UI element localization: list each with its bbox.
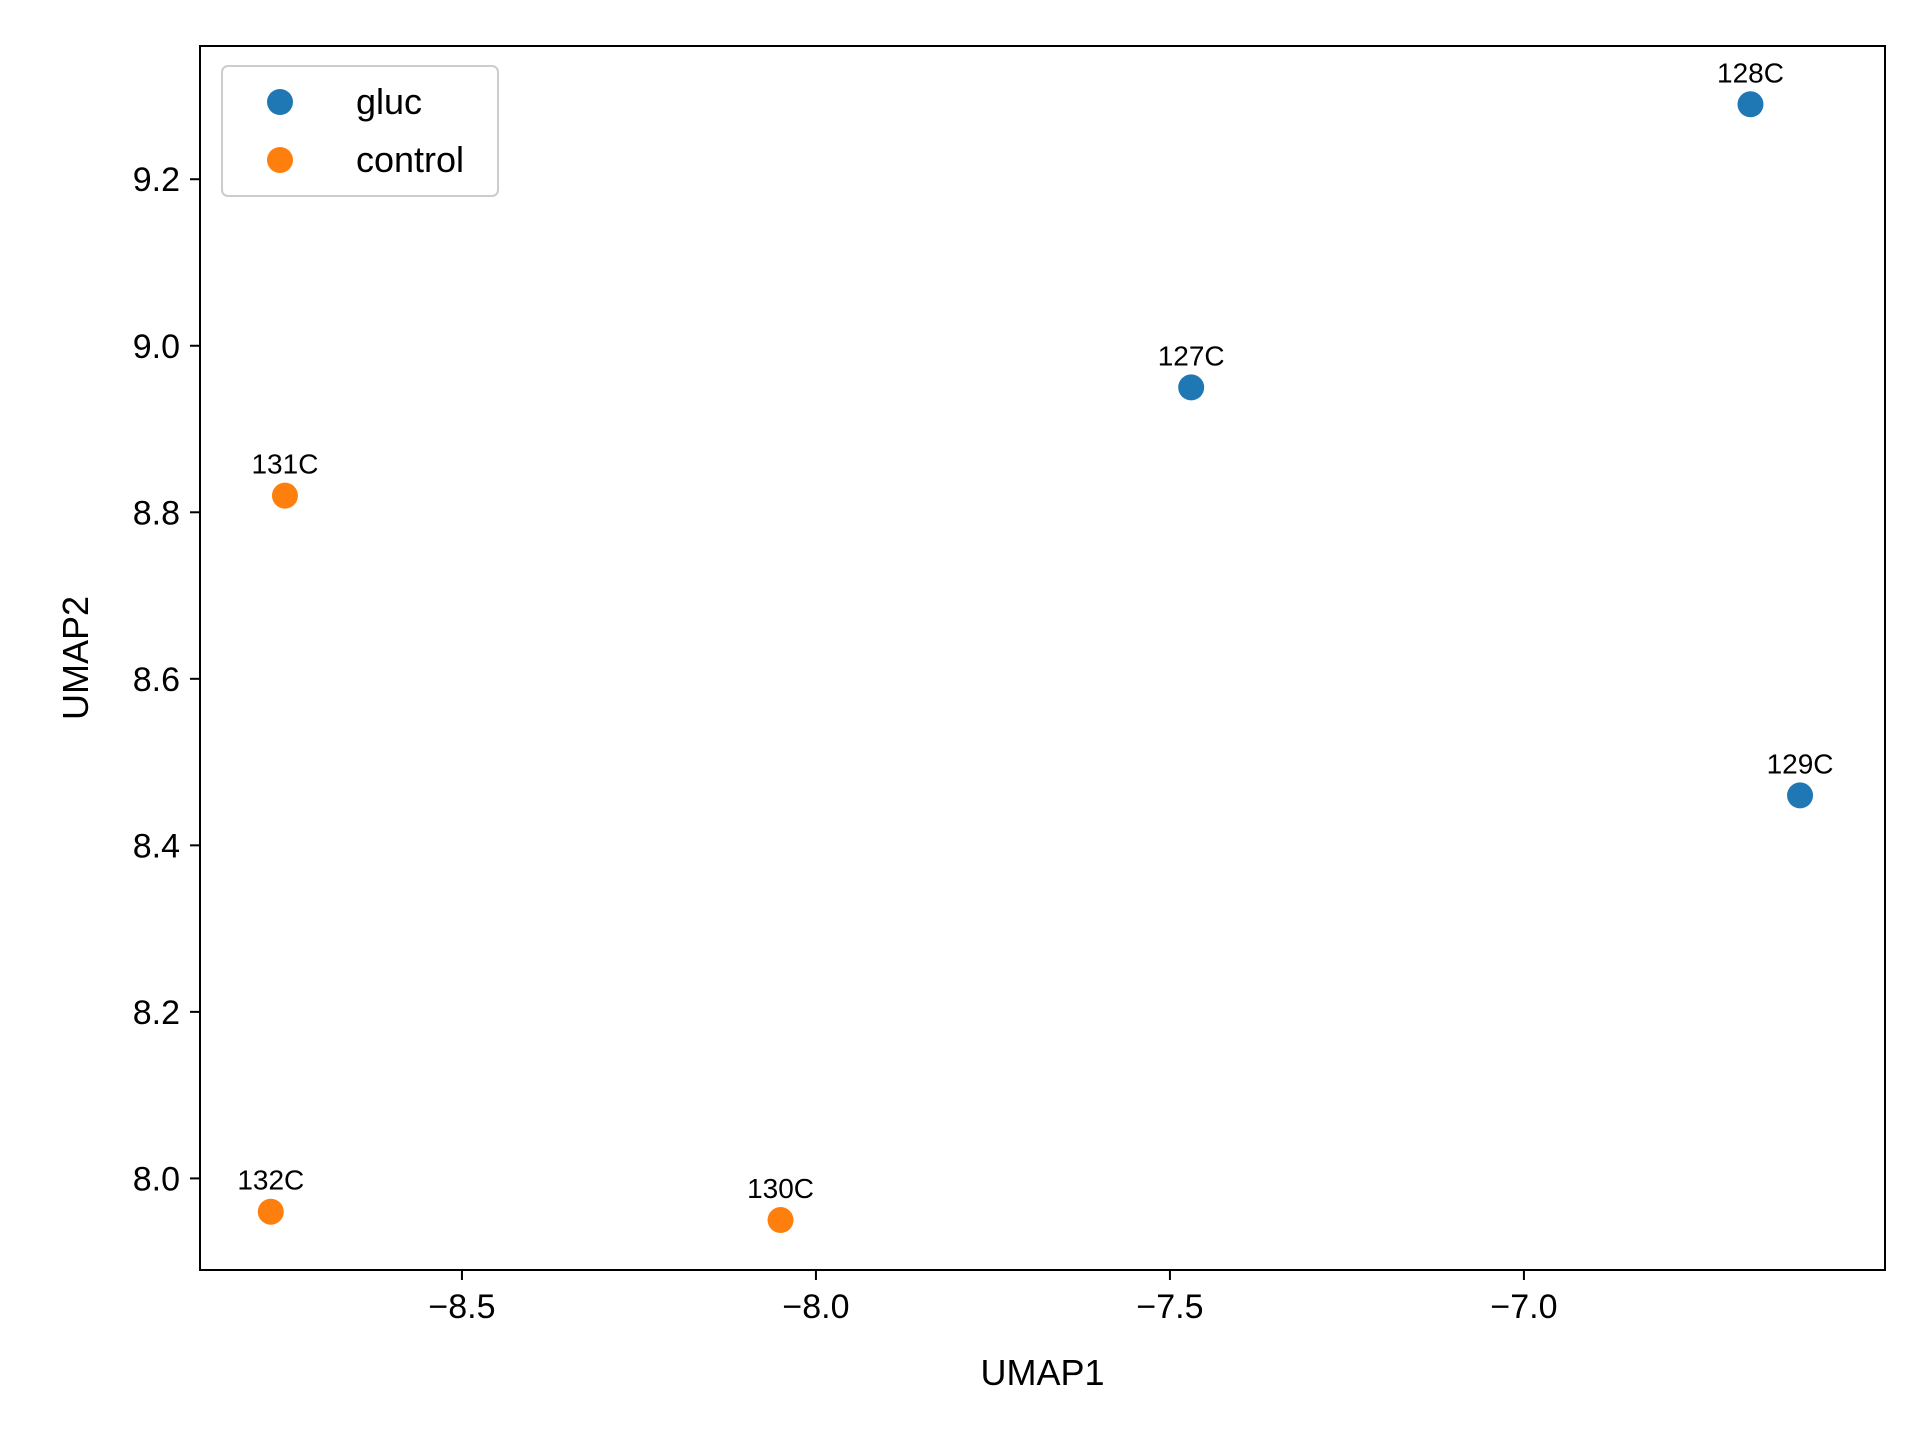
legend: gluc control xyxy=(221,65,499,197)
y-tick-label: 9.2 xyxy=(133,161,180,199)
x-tick-label: −7.5 xyxy=(1136,1288,1203,1326)
y-tick-label: 8.2 xyxy=(133,994,180,1032)
data-point-127C xyxy=(1178,374,1205,401)
plot-area-frame xyxy=(199,45,1886,1271)
x-axis-label: UMAP1 xyxy=(980,1352,1104,1393)
y-tick-label: 8.8 xyxy=(133,494,180,532)
data-point-132C xyxy=(257,1198,284,1225)
data-points: 127C 128C 129C 130C 131C 132C xyxy=(237,57,1834,1234)
x-axis: −8.5 −8.0 −7.5 −7.0 xyxy=(428,1270,1557,1326)
y-tick-label: 8.6 xyxy=(133,661,180,699)
x-tick-label: −8.0 xyxy=(782,1288,849,1326)
y-axis: 8.0 8.2 8.4 8.6 8.8 9.0 9.2 xyxy=(133,161,200,1198)
point-label-130C: 130C xyxy=(747,1173,814,1204)
point-label-131C: 131C xyxy=(251,449,318,480)
y-tick-label: 9.0 xyxy=(133,328,180,366)
point-label-132C: 132C xyxy=(237,1165,304,1196)
point-label-128C: 128C xyxy=(1717,57,1784,88)
x-tick-label: −7.0 xyxy=(1490,1288,1557,1326)
y-axis-label: UMAP2 xyxy=(55,596,96,720)
legend-marker-gluc xyxy=(267,89,293,115)
y-tick-label: 8.0 xyxy=(133,1160,180,1198)
data-point-129C xyxy=(1787,782,1814,809)
data-point-130C xyxy=(767,1207,794,1234)
data-point-128C xyxy=(1737,91,1764,118)
legend-label-gluc: gluc xyxy=(356,81,422,122)
data-point-131C xyxy=(271,482,298,509)
legend-label-control: control xyxy=(356,139,464,180)
point-label-129C: 129C xyxy=(1767,748,1834,779)
y-tick-label: 8.4 xyxy=(133,827,180,865)
x-tick-label: −8.5 xyxy=(428,1288,495,1326)
legend-marker-control xyxy=(267,147,293,173)
point-label-127C: 127C xyxy=(1158,340,1225,371)
